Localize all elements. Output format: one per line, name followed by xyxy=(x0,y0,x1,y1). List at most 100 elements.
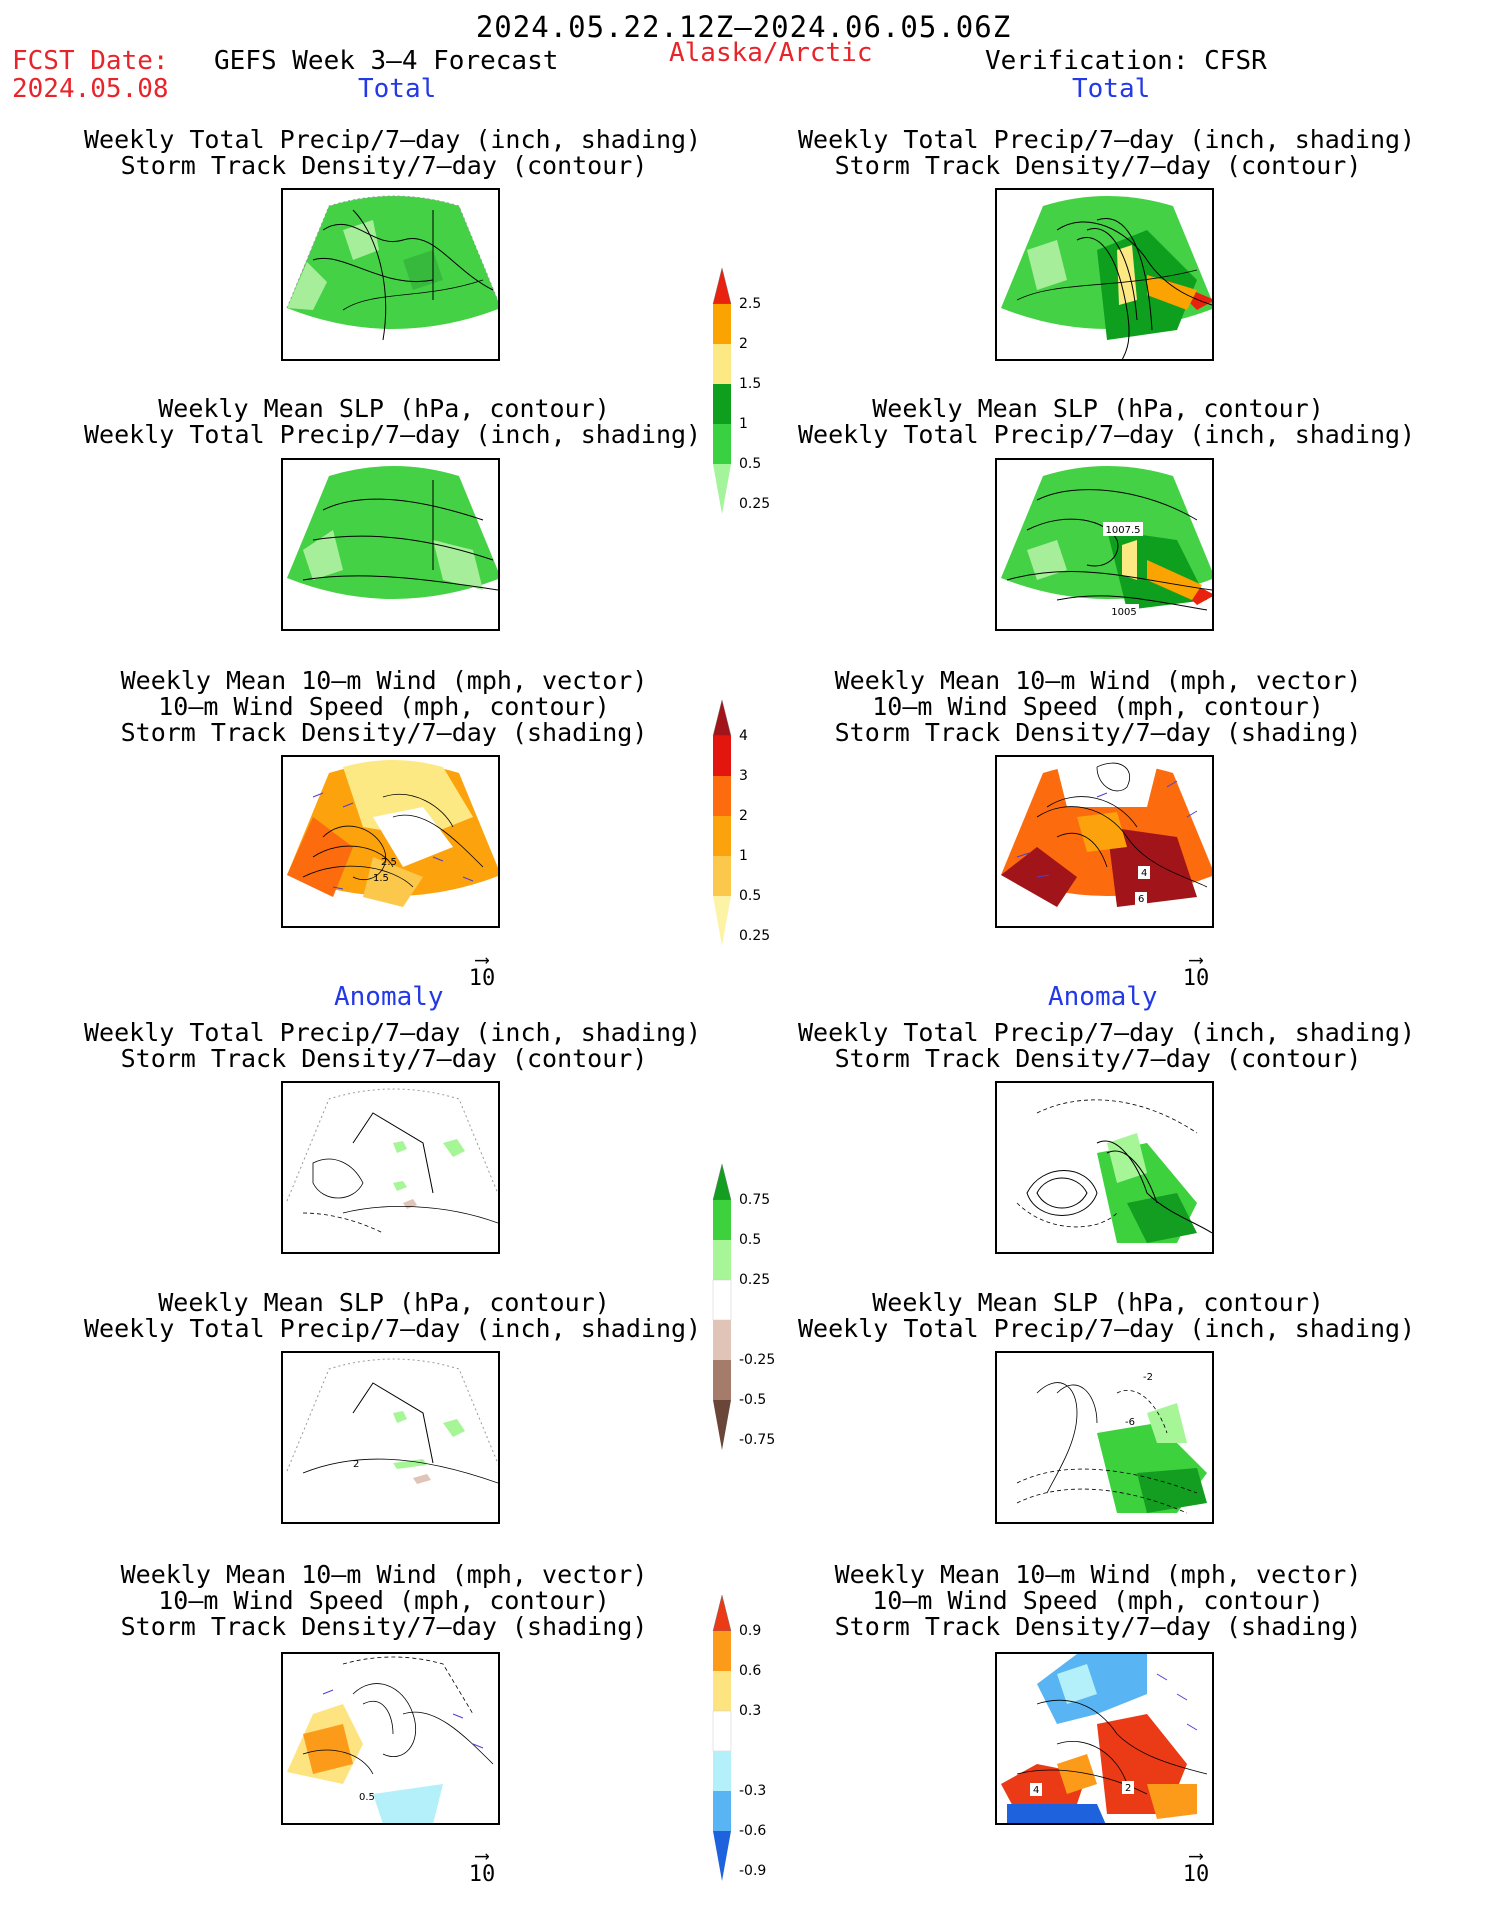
colorbar-segment xyxy=(713,1200,731,1240)
colorbar-segment xyxy=(712,1279,732,1321)
slp-anom-contour-label-b: -6 xyxy=(1125,1417,1135,1428)
title-wind-anom-obs: Weekly Mean 10–m Wind (mph, vector) 10–m … xyxy=(834,1560,1362,1641)
section-total-right: Total xyxy=(1072,74,1151,104)
colorbar-top-arrow xyxy=(712,700,732,737)
colorbar-tick-label: -0.3 xyxy=(739,1783,767,1799)
colorbar-tick-label: 2 xyxy=(739,808,748,824)
map-slp-precip-obs: 1007.5 1005 xyxy=(995,458,1214,631)
map-wind-anom-fcst: 0.5 xyxy=(281,1652,500,1825)
colorbar-top-arrow xyxy=(712,1595,732,1632)
slp-anom-contour-label-a: -2 xyxy=(1143,1372,1153,1383)
colorbar-tick-label: 0.75 xyxy=(739,1192,771,1208)
colorbar-segment xyxy=(713,736,731,776)
colorbar-tick-label: -0.9 xyxy=(739,1863,767,1879)
colorbar-tick-label: 0.25 xyxy=(739,1272,771,1288)
title-slp-precip-anom-fcst: Weekly Mean SLP (hPa, contour) Weekly Tot… xyxy=(84,1288,702,1343)
verification-label: Verification: CFSR xyxy=(985,46,1267,76)
colorbar-tick-label: 0.3 xyxy=(739,1703,762,1719)
title-slp-precip-anom-obs: Weekly Mean SLP (hPa, contour) Weekly Tot… xyxy=(798,1288,1416,1343)
section-anomaly-left: Anomaly xyxy=(334,982,444,1012)
map-slp-precip-anom-fcst: 2 xyxy=(281,1351,500,1524)
colorbar-track-anom: 0.9 0.6 0.3 -0.3 -0.6 -0.9 xyxy=(709,1595,799,1911)
map-precip-track-anom-obs xyxy=(995,1081,1214,1254)
fcst-date-label: FCST Date: xyxy=(12,46,169,76)
map-wind-obs: 4 6 xyxy=(995,755,1214,928)
wind-anom-contour-label: 0.5 xyxy=(359,1792,375,1803)
colorbar-segment xyxy=(713,424,731,464)
colorbar-bottom-arrow xyxy=(713,464,731,514)
colorbar-segment xyxy=(713,304,731,344)
colorbar-tick-label: 4 xyxy=(739,728,748,744)
colorbar-bottom-arrow xyxy=(713,896,731,946)
region-label: Alaska/Arctic xyxy=(669,38,873,68)
colorbar-tick-label: 1.5 xyxy=(739,376,762,392)
colorbar-tick-label: 0.5 xyxy=(739,888,762,904)
vector-reference-r3-right: ⟶ 10 xyxy=(1176,947,1216,991)
colorbar-segment xyxy=(713,1320,731,1360)
wind-contour-label-a: 4 xyxy=(1141,868,1147,879)
section-total-left: Total xyxy=(358,74,437,104)
colorbar-bottom-arrow xyxy=(713,1831,731,1881)
colorbar-segment xyxy=(713,776,731,816)
map-slp-precip-anom-obs: -2 -6 xyxy=(995,1351,1214,1524)
wind-contour-label-b: 6 xyxy=(1138,894,1144,905)
map-wind-anom-obs: 4 2 xyxy=(995,1652,1214,1825)
colorbar-segment xyxy=(713,816,731,856)
colorbar-tick-label: 2 xyxy=(739,336,748,352)
title-precip-track-anom-fcst: Weekly Total Precip/7–day (inch, shading… xyxy=(84,1018,702,1073)
title-precip-track-obs: Weekly Total Precip/7–day (inch, shading… xyxy=(798,125,1416,180)
colorbar-tick-label: 0.25 xyxy=(739,928,771,944)
colorbar-tick-label: 0.5 xyxy=(739,1232,762,1248)
title-wind-anom-fcst: Weekly Mean 10–m Wind (mph, vector) 10–m … xyxy=(120,1560,648,1641)
right-arrow-icon: ⟶ xyxy=(1189,1843,1203,1867)
slp-anom-contour-label: 2 xyxy=(353,1459,359,1470)
slp-contour-label-low: 1005 xyxy=(1111,607,1136,618)
colorbar-track-total: 4 3 2 1 0.5 0.25 xyxy=(709,700,799,976)
wind-contour-label-b: 1.5 xyxy=(373,873,389,884)
colorbar-segment xyxy=(713,856,731,896)
fcst-date-value: 2024.05.08 xyxy=(12,74,169,104)
colorbar-tick-label: -0.75 xyxy=(739,1432,776,1448)
title-precip-track-fcst: Weekly Total Precip/7–day (inch, shading… xyxy=(84,125,702,180)
colorbar-segment xyxy=(713,344,731,384)
map-precip-track-obs xyxy=(995,188,1214,361)
forecast-name: GEFS Week 3–4 Forecast xyxy=(214,46,559,76)
right-arrow-icon: ⟶ xyxy=(475,1843,489,1867)
right-arrow-icon: ⟶ xyxy=(1189,947,1203,971)
title-wind-obs: Weekly Mean 10–m Wind (mph, vector) 10–m … xyxy=(834,666,1362,747)
colorbar-tick-label: 2.5 xyxy=(739,296,762,312)
vector-reference-r6-left: ⟶ 10 xyxy=(462,1843,502,1887)
colorbar-tick-label: 0.9 xyxy=(739,1623,762,1639)
map-slp-precip-fcst xyxy=(281,458,500,631)
colorbar-segment xyxy=(713,1240,731,1280)
colorbar-segment xyxy=(712,1710,732,1752)
vector-reference-r6-right: ⟶ 10 xyxy=(1176,1843,1216,1887)
right-arrow-icon: ⟶ xyxy=(475,947,489,971)
wind-anom-contour-label-b: 2 xyxy=(1125,1783,1131,1794)
vector-reference-r3-left: ⟶ 10 xyxy=(462,947,502,991)
colorbar-precip-total: 2.5 2 1.5 1 0.5 0.25 xyxy=(709,268,799,544)
colorbar-segment xyxy=(713,1631,731,1671)
colorbar-tick-label: 0.25 xyxy=(739,496,771,512)
colorbar-tick-label: 0.6 xyxy=(739,1663,762,1679)
title-wind-fcst: Weekly Mean 10–m Wind (mph, vector) 10–m … xyxy=(120,666,648,747)
colorbar-segment xyxy=(713,384,731,424)
date-range-title: 2024.05.22.12Z–2024.06.05.06Z xyxy=(475,10,1012,44)
slp-contour-label-high: 1007.5 xyxy=(1106,525,1141,536)
wind-contour-label-a: 2.5 xyxy=(381,857,397,868)
map-precip-track-anom-fcst xyxy=(281,1081,500,1254)
colorbar-tick-label: -0.6 xyxy=(739,1823,767,1839)
colorbar-segment xyxy=(713,1751,731,1791)
colorbar-bottom-arrow xyxy=(713,1400,731,1450)
colorbar-top-arrow xyxy=(712,1164,732,1201)
map-precip-track-fcst xyxy=(281,188,500,361)
map-wind-fcst: 2.5 1.5 xyxy=(281,755,500,928)
colorbar-precip-anom: 0.75 0.5 0.25 -0.25 -0.5 -0.75 xyxy=(709,1164,799,1480)
colorbar-segment xyxy=(713,1360,731,1400)
colorbar-tick-label: -0.5 xyxy=(739,1392,767,1408)
title-slp-precip-fcst: Weekly Mean SLP (hPa, contour) Weekly Tot… xyxy=(84,394,702,449)
colorbar-tick-label: 0.5 xyxy=(739,456,762,472)
section-anomaly-right: Anomaly xyxy=(1048,982,1158,1012)
colorbar-tick-label: 3 xyxy=(739,768,748,784)
colorbar-segment xyxy=(713,1671,731,1711)
